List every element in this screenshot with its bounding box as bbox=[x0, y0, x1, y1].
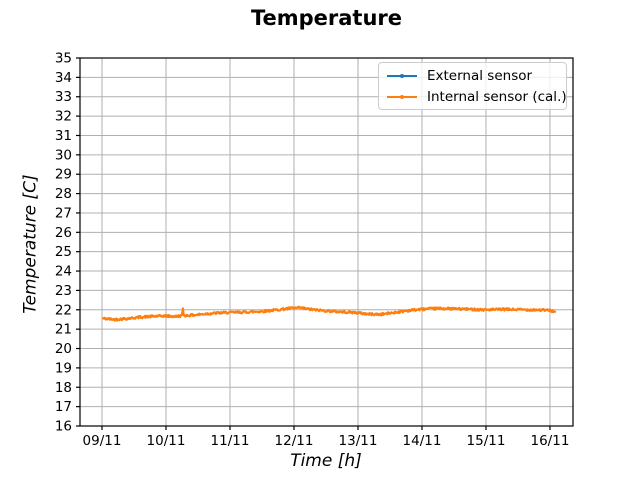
y-tick-label: 24 bbox=[55, 264, 72, 280]
y-tick-label: 32 bbox=[55, 109, 72, 125]
y-tick-label: 22 bbox=[55, 302, 72, 318]
external-sensor-line-sample bbox=[387, 73, 417, 78]
y-tick-label: 29 bbox=[55, 167, 72, 183]
plot-frame bbox=[79, 57, 574, 427]
x-tick-label: 11/11 bbox=[211, 433, 250, 449]
y-tick-label: 19 bbox=[55, 360, 72, 376]
y-tick-label: 23 bbox=[55, 283, 72, 299]
y-tick-label: 18 bbox=[55, 380, 72, 396]
y-tick-label: 20 bbox=[55, 341, 72, 357]
legend-entry-external: External sensor bbox=[385, 67, 560, 84]
x-tick-label: 15/11 bbox=[467, 433, 506, 449]
y-tick-label: 26 bbox=[55, 225, 72, 241]
y-tick-label: 25 bbox=[55, 244, 72, 260]
series-line-1 bbox=[102, 305, 557, 322]
y-tick-label: 17 bbox=[55, 399, 72, 415]
x-tick-label: 13/11 bbox=[339, 433, 378, 449]
x-axis-label: Time [h] bbox=[290, 451, 362, 471]
y-tick-label: 34 bbox=[55, 70, 72, 86]
y-tick-label: 30 bbox=[55, 147, 72, 163]
x-tick-label: 09/11 bbox=[83, 433, 122, 449]
y-axis-label: Temperature [C] bbox=[20, 174, 41, 314]
y-tick-label: 31 bbox=[55, 128, 72, 144]
x-tick-label: 14/11 bbox=[403, 433, 442, 449]
y-tick-label: 21 bbox=[55, 322, 72, 338]
legend-label-external: External sensor bbox=[427, 67, 533, 84]
y-tick-label: 33 bbox=[55, 89, 72, 105]
y-tick-label: 35 bbox=[55, 51, 72, 67]
y-tick-label: 27 bbox=[55, 205, 72, 221]
chart-title: Temperature bbox=[250, 6, 403, 30]
legend: External sensor Internal sensor (cal.) bbox=[378, 62, 567, 110]
legend-label-internal: Internal sensor (cal.) bbox=[427, 88, 567, 105]
x-tick-label: 10/11 bbox=[147, 433, 186, 449]
y-tick-label: 16 bbox=[55, 419, 72, 435]
x-tick-label: 16/11 bbox=[531, 433, 570, 449]
y-tick-label: 28 bbox=[55, 186, 72, 202]
legend-entry-internal: Internal sensor (cal.) bbox=[385, 88, 567, 105]
internal-sensor-line-sample bbox=[387, 94, 417, 99]
x-tick-label: 12/11 bbox=[275, 433, 314, 449]
